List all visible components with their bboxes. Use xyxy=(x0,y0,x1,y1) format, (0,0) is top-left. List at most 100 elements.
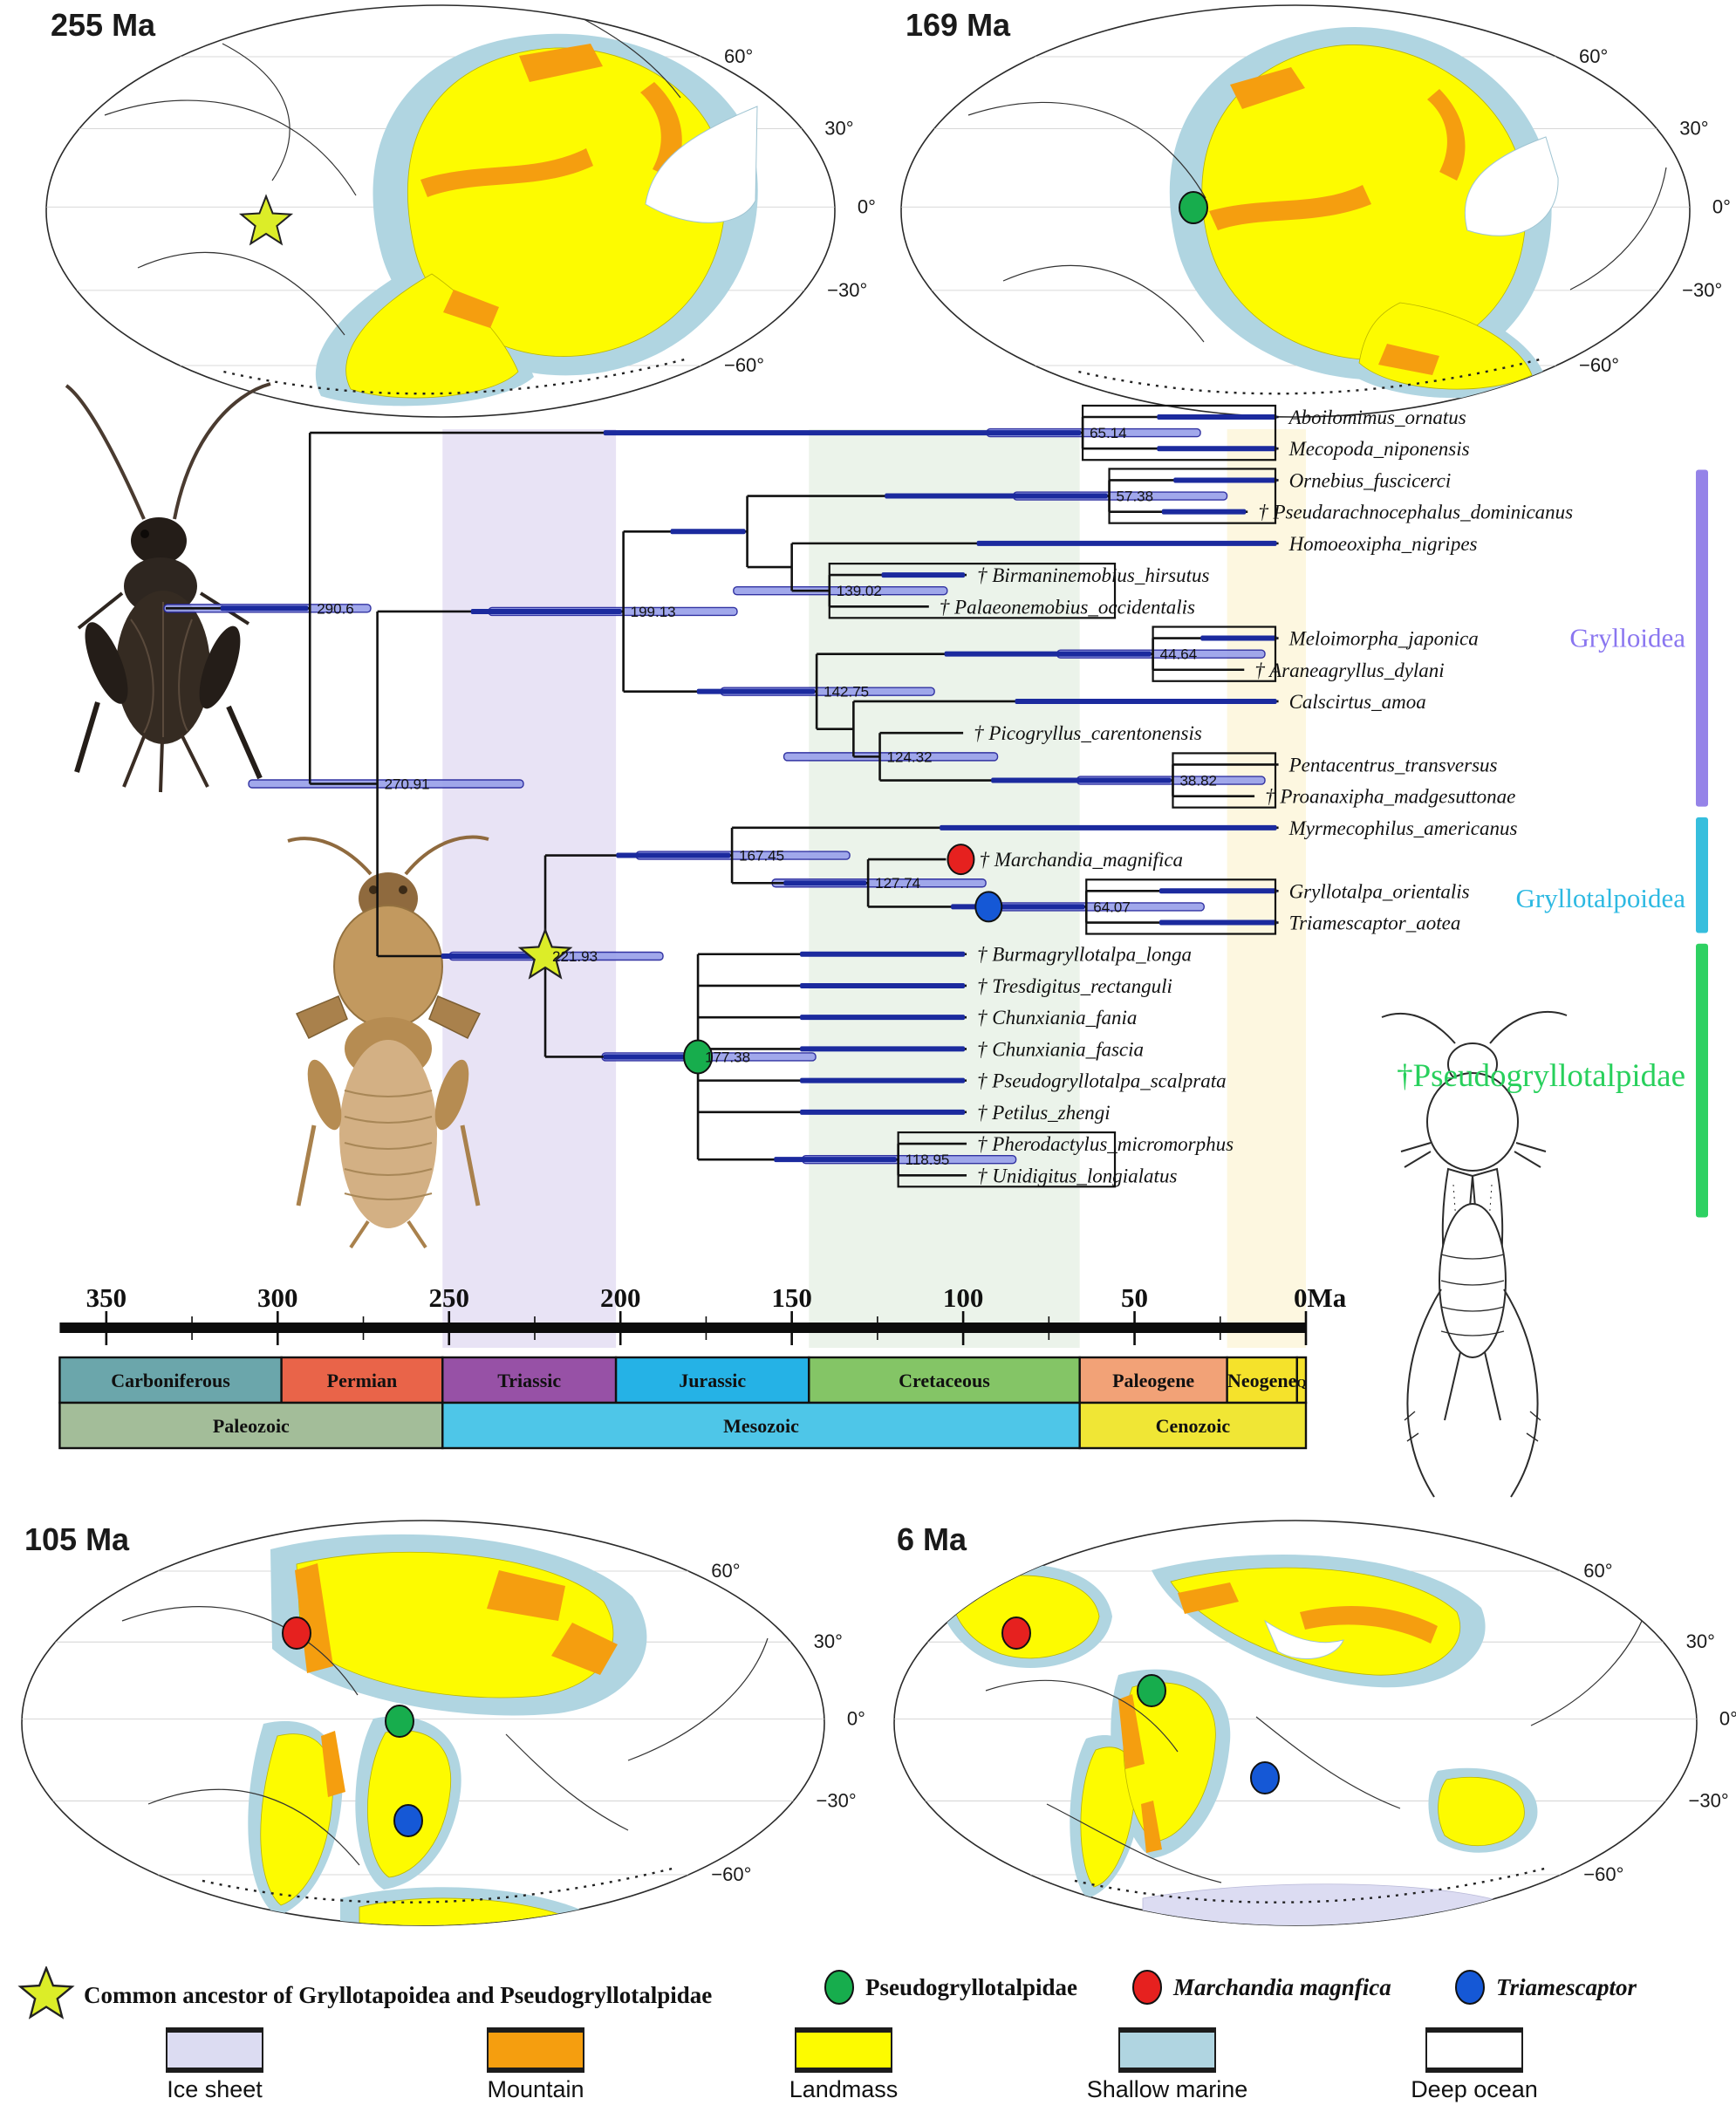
axis-bar xyxy=(59,1323,1306,1333)
plate-boundary xyxy=(1530,1603,1650,1726)
map-legend-label: Shallow marine xyxy=(1086,2076,1248,2102)
axis-tick-label: 300 xyxy=(257,1282,298,1313)
era-cell xyxy=(1078,1401,1308,1450)
clade-label-2: †Pseudogryllotalpidae xyxy=(1397,1058,1685,1094)
paleomap-svg-255: 60° 30° 0° −30° −60° xyxy=(45,4,876,418)
branch-highlight xyxy=(1161,509,1247,515)
plate-boundary xyxy=(104,99,357,196)
taxon-label: Meloimorpha_japonica xyxy=(1288,628,1479,650)
branch-highlight xyxy=(696,688,816,694)
period-label: Permian xyxy=(327,1370,398,1391)
subduction-zone xyxy=(223,358,686,395)
taxon-label: Myrmecophilus_americanus xyxy=(1288,817,1518,839)
clade-bar-1 xyxy=(1696,817,1708,933)
latitude-label: 60° xyxy=(1583,1560,1612,1582)
branch-highlight xyxy=(800,1077,966,1083)
branch-highlight xyxy=(1200,635,1277,641)
node-age-label: 38.82 xyxy=(1179,773,1217,789)
map-legend-swatch-0 xyxy=(166,2027,263,2073)
mountain-belt xyxy=(551,1623,618,1675)
mountain-belt xyxy=(1209,185,1371,230)
clade-bar-0 xyxy=(1696,469,1708,807)
pseudogryllotalpidae-line-drawing xyxy=(1381,1010,1568,1498)
branch-highlight xyxy=(774,1157,897,1163)
latitude-label: −60° xyxy=(1583,1863,1623,1885)
cherry-node-box xyxy=(828,562,1117,619)
clade-boxes xyxy=(828,404,1277,1188)
node-age-label: 124.32 xyxy=(887,748,933,765)
branch-highlight xyxy=(800,982,966,988)
axis-tick-label: 50 xyxy=(1121,1282,1148,1313)
map-color-legend: Ice sheet Mountain Landmass Shallow marine D… xyxy=(0,2020,1736,2112)
epoch-highlight-band xyxy=(442,429,617,1348)
taxon-label: Homoeoxipha_nigripes xyxy=(1288,533,1478,555)
taxon-label: Triamescaptor_aotea xyxy=(1289,912,1461,934)
taxon-label: † Pseudarachnocephalus_dominicanus xyxy=(1258,502,1573,523)
latitude-label: 30° xyxy=(814,1630,843,1652)
cricket-photo xyxy=(65,382,271,793)
branch-highlight xyxy=(1158,888,1277,894)
branch-highlight xyxy=(470,608,622,614)
period-label: Triassic xyxy=(497,1370,561,1391)
latitude-label: 0° xyxy=(1719,1707,1736,1729)
period-cell xyxy=(58,1356,283,1405)
node-age-label: 118.95 xyxy=(906,1152,950,1168)
legend-item-1: Pseudogryllotalpidae xyxy=(822,1966,1077,2008)
period-cell xyxy=(1078,1356,1228,1405)
map-legend-label: Landmass xyxy=(789,2076,899,2102)
latitude-label: 60° xyxy=(711,1560,740,1582)
clade-label-1: Gryllotalpoidea xyxy=(1515,883,1685,913)
plate-boundary xyxy=(1046,1803,1222,1883)
legend-green-circle-icon xyxy=(824,1970,854,2005)
map-legend-label: Ice sheet xyxy=(167,2076,263,2102)
period-label: Carboniferous xyxy=(111,1370,230,1391)
period-label: Jurassic xyxy=(679,1370,746,1391)
latitude-label: −30° xyxy=(817,1789,857,1811)
latitude-label: 0° xyxy=(858,195,876,217)
clade-bar-2 xyxy=(1696,943,1708,1218)
plate-boundary xyxy=(967,101,1206,199)
mountain-belt xyxy=(487,1570,565,1621)
branch-highlight xyxy=(951,904,1085,910)
deep-ocean-inlet xyxy=(1464,136,1559,236)
taxon-label: † Proanaxipha_madgesuttonae xyxy=(1265,786,1515,808)
map-title-105: 105 Ma xyxy=(24,1521,130,1557)
cherry-node-box xyxy=(1172,752,1277,809)
taxon-label: Aboilomimus_ornatus xyxy=(1288,407,1466,428)
mountain-belt xyxy=(1178,1582,1239,1614)
branch-highlight xyxy=(441,953,544,960)
taxon-label: † Palaeonemobius_occidentalis xyxy=(940,596,1195,618)
map-legend-swatch-1 xyxy=(487,2027,584,2073)
paleomap-6ma: 6 Ma 60° 30° 0° −30° −60° xyxy=(890,1516,1736,1931)
node-age-label: 167.45 xyxy=(739,848,784,865)
branch-highlight xyxy=(1158,919,1277,926)
axis-tick-label: 0Ma xyxy=(1294,1282,1347,1313)
era-label: Cenozoic xyxy=(1156,1415,1231,1437)
mountain-belt xyxy=(1141,1801,1162,1853)
common-ancestor-star-marker xyxy=(238,194,294,246)
branch-highlights xyxy=(220,414,1277,1163)
mountain-belt xyxy=(640,82,682,178)
branch-highlight xyxy=(800,951,966,957)
period-cell xyxy=(280,1356,444,1405)
latitude-label: −30° xyxy=(1682,279,1722,301)
legend-star-icon xyxy=(17,1966,75,2020)
branch-highlight xyxy=(800,1015,966,1021)
taxon-label: † Chunxiania_fania xyxy=(977,1007,1137,1029)
latitude-label: 30° xyxy=(1686,1630,1715,1652)
node-age-label: 44.64 xyxy=(1160,646,1198,663)
mole-cricket-photo xyxy=(287,835,489,1249)
taxon-label: † Marchandia_magnifica xyxy=(979,849,1183,871)
latitude-label: −60° xyxy=(711,1863,751,1885)
branch-highlight xyxy=(1157,414,1277,420)
red-locality-marker xyxy=(1001,1616,1031,1650)
node-age-label: 142.75 xyxy=(824,684,869,701)
time-tree: Aboilomimus_ornatus Mecopoda_niponensis 65… xyxy=(163,404,1573,1188)
axis-tick-label: 150 xyxy=(771,1282,812,1313)
taxon-label: † Pherodactylus_micromorphus xyxy=(977,1133,1234,1155)
plate-boundary xyxy=(1569,167,1667,290)
mountain-belt xyxy=(321,1731,345,1797)
period-label: Q xyxy=(1296,1377,1306,1391)
red-locality-marker xyxy=(282,1616,311,1650)
